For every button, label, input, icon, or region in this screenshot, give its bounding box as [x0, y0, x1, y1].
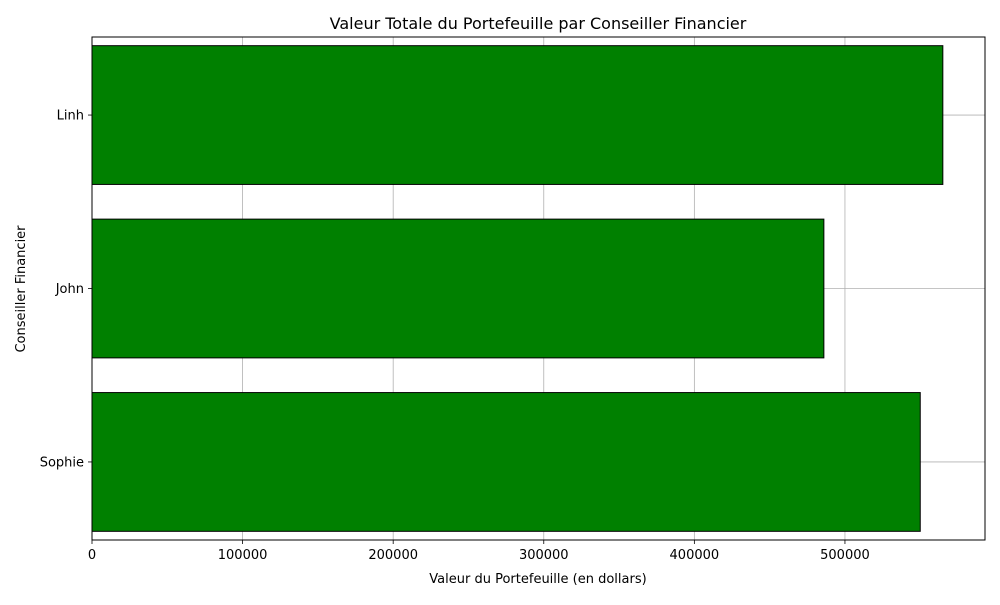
bar-sophie: [91, 392, 921, 532]
bar-linh: [91, 45, 944, 185]
x-tick-label: 200000: [368, 548, 418, 563]
y-axis-ticks: Sophie John Linh: [40, 109, 92, 470]
x-axis-label: Valeur du Portefeuille (en dollars): [429, 572, 646, 587]
y-axis-label: Conseiller Financier: [14, 225, 29, 353]
y-tick-label-linh: Linh: [57, 109, 84, 124]
x-tick-label: 0: [88, 548, 96, 563]
x-tick-label: 100000: [218, 548, 268, 563]
x-tick-label: 300000: [519, 548, 569, 563]
x-tick-label: 500000: [820, 548, 870, 563]
chart-title: Valeur Totale du Portefeuille par Consei…: [330, 14, 747, 33]
y-tick-label-john: John: [55, 282, 84, 297]
bars: [91, 45, 944, 532]
x-axis-ticks: 0 100000 200000 300000 400000 500000: [88, 540, 870, 563]
bar-john: [91, 218, 825, 359]
y-tick-label-sophie: Sophie: [40, 455, 84, 470]
x-tick-label: 400000: [670, 548, 720, 563]
